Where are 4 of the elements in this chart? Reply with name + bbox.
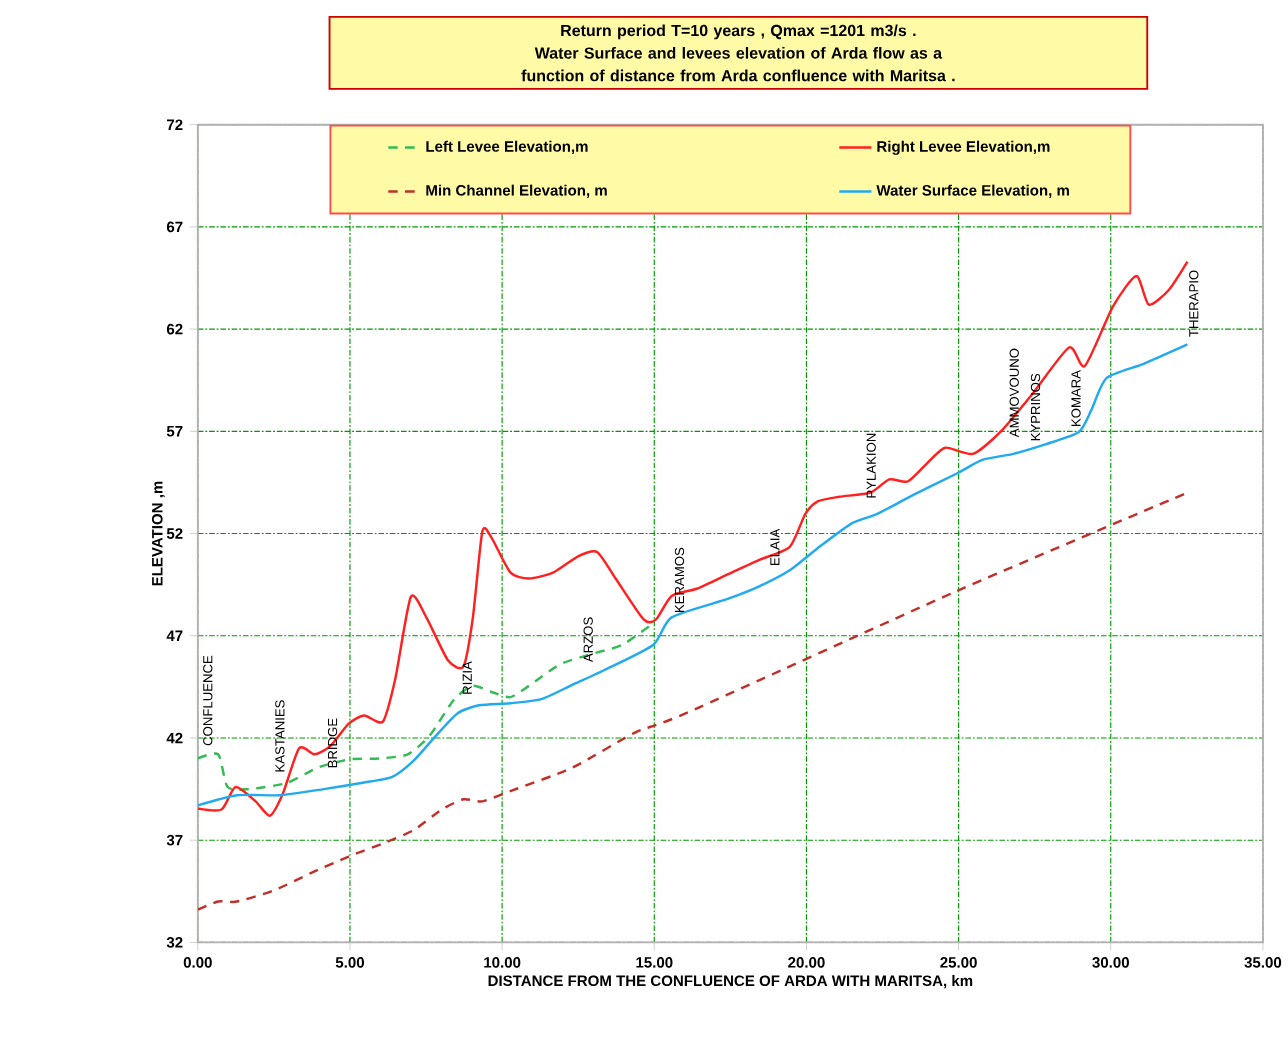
line-series <box>197 342 1189 807</box>
line-series <box>197 260 1189 817</box>
chart-subtitle: Water Surface and levees elevation of Arda flow as a function of distance from Arda confluence with Maritsa . <box>521 46 955 82</box>
chart-title: Return period T=10 years , Qmax =1201 m3/s . <box>561 24 916 40</box>
